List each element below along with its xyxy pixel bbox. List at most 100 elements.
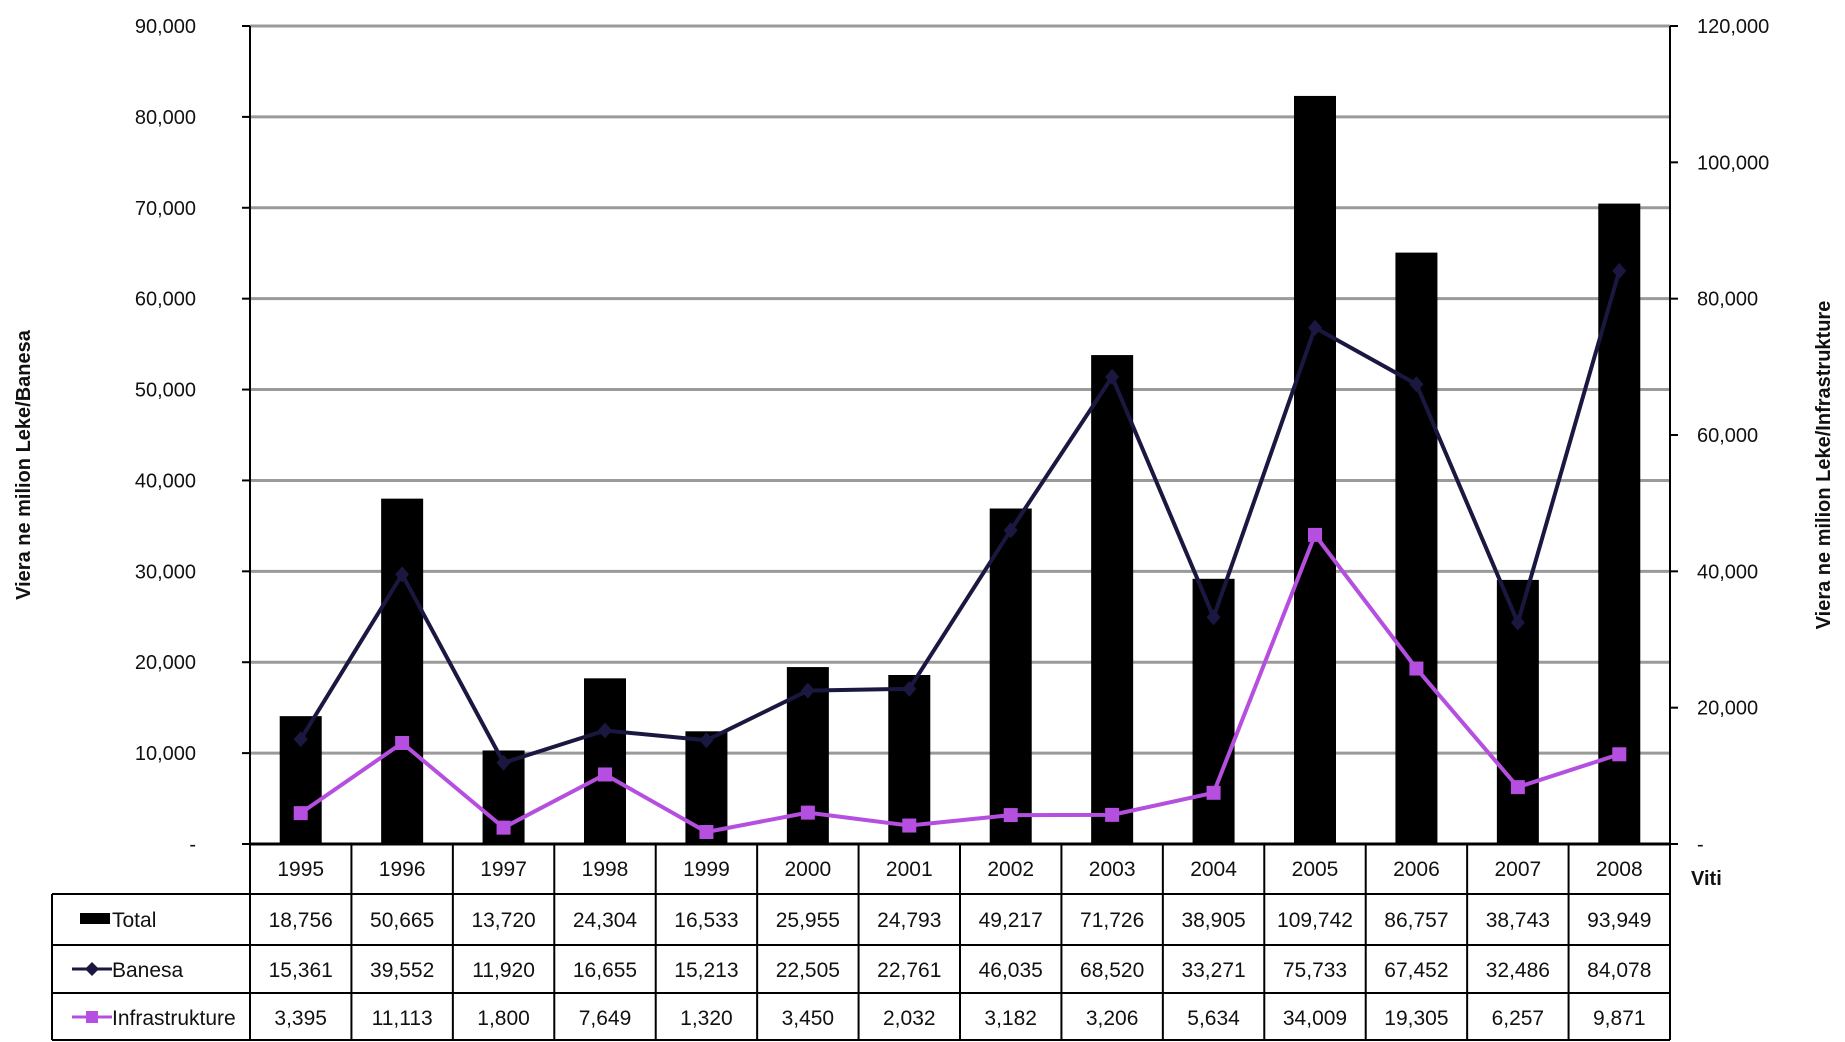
y-axis-right-label: Viera ne milion Leke/Infrastrukture — [1813, 301, 1835, 630]
y-left-tick-label: 80,000 — [135, 107, 196, 129]
bar-total — [1294, 96, 1336, 844]
data-label-infrastrukture: 2,032 — [883, 1007, 936, 1030]
x-tick-label: 2002 — [987, 858, 1034, 881]
y-right-tick-label: 80,000 — [1697, 289, 1758, 311]
legend-label-infrastrukture: Infrastrukture — [112, 1007, 236, 1030]
x-tick-label: 2005 — [1292, 858, 1339, 881]
x-tick-label: 2007 — [1494, 858, 1541, 881]
y-left-tick-label: 90,000 — [135, 16, 196, 38]
data-label-total: 86,757 — [1384, 909, 1448, 932]
data-label-total: 24,793 — [877, 909, 941, 932]
data-label-total: 38,905 — [1181, 909, 1245, 932]
x-tick-label: 2004 — [1190, 858, 1237, 881]
x-tick-label: 1998 — [582, 858, 629, 881]
point-infrastrukture — [395, 736, 409, 750]
data-label-total: 16,533 — [674, 909, 738, 932]
data-label-infrastrukture: 3,450 — [782, 1007, 835, 1030]
point-infrastrukture — [801, 806, 815, 820]
x-axis-label: Viti — [1691, 868, 1722, 890]
data-label-infrastrukture: 3,182 — [984, 1007, 1037, 1030]
data-label-total: 109,742 — [1277, 909, 1353, 932]
x-tick-label: 1999 — [683, 858, 730, 881]
y-left-tick-label: 70,000 — [135, 198, 196, 220]
data-label-infrastrukture: 1,800 — [477, 1007, 530, 1030]
legend-label-total: Total — [112, 909, 156, 932]
x-tick-label: 2003 — [1089, 858, 1136, 881]
y-left-tick-label: 20,000 — [135, 652, 196, 674]
legend-key-total — [80, 913, 110, 924]
y-right-tick-label: 60,000 — [1697, 425, 1758, 447]
x-tick-label: 1996 — [379, 858, 426, 881]
data-label-infrastrukture: 5,634 — [1187, 1007, 1240, 1030]
data-label-banesa: 68,520 — [1080, 959, 1144, 982]
y-left-tick-label: 30,000 — [135, 561, 196, 583]
data-label-total: 25,955 — [776, 909, 840, 932]
data-label-banesa: 15,213 — [674, 959, 738, 982]
point-infrastrukture — [598, 767, 612, 781]
y-right-tick-label: 120,000 — [1697, 16, 1769, 38]
y-axis-left-label: Viera ne milion Leke/Banesa — [13, 329, 35, 600]
data-label-infrastrukture: 1,320 — [680, 1007, 733, 1030]
data-label-banesa: 11,920 — [472, 959, 535, 982]
bar-total — [1091, 355, 1133, 844]
data-label-infrastrukture: 6,257 — [1492, 1007, 1545, 1030]
data-label-infrastrukture: 19,305 — [1384, 1007, 1448, 1030]
data-label-total: 24,304 — [573, 909, 638, 932]
y-left-tick-label: 40,000 — [135, 470, 196, 492]
data-label-banesa: 22,505 — [776, 959, 840, 982]
y-right-tick-label: 100,000 — [1697, 152, 1769, 174]
data-label-infrastrukture: 11,113 — [372, 1007, 433, 1030]
bar-total — [990, 509, 1032, 844]
x-tick-label: 2006 — [1393, 858, 1440, 881]
data-label-total: 38,743 — [1486, 909, 1550, 932]
y-left-tick-label: - — [189, 834, 196, 856]
x-tick-label: 2000 — [784, 858, 831, 881]
data-label-infrastrukture: 3,206 — [1086, 1007, 1139, 1030]
point-infrastrukture — [1409, 662, 1423, 676]
legend-label-banesa: Banesa — [112, 959, 184, 982]
point-infrastrukture — [699, 825, 713, 839]
point-infrastrukture — [497, 821, 511, 835]
y-left-tick-label: 10,000 — [135, 743, 196, 765]
x-tick-label: 1997 — [480, 858, 527, 881]
bar-total — [584, 678, 626, 844]
point-infrastrukture — [902, 819, 916, 833]
point-infrastrukture — [1105, 808, 1119, 822]
y-left-tick-label: 60,000 — [135, 289, 196, 311]
bar-total — [381, 499, 423, 844]
data-label-banesa: 75,733 — [1283, 959, 1347, 982]
point-infrastrukture — [294, 806, 308, 820]
point-infrastrukture — [1511, 780, 1525, 794]
data-label-infrastrukture: 34,009 — [1283, 1007, 1347, 1030]
data-label-banesa: 39,552 — [370, 959, 434, 982]
data-label-banesa: 22,761 — [877, 959, 941, 982]
data-label-total: 71,726 — [1080, 909, 1144, 932]
x-tick-label: 1995 — [277, 858, 324, 881]
data-label-total: 13,720 — [471, 909, 535, 932]
data-label-total: 93,949 — [1587, 909, 1651, 932]
data-label-infrastrukture: 3,395 — [274, 1007, 327, 1030]
point-infrastrukture — [1612, 747, 1626, 761]
bar-total — [1395, 253, 1437, 844]
data-label-infrastrukture: 7,649 — [579, 1007, 632, 1030]
y-right-tick-label: 20,000 — [1697, 698, 1758, 720]
y-right-tick-label: 40,000 — [1697, 561, 1758, 583]
data-label-banesa: 15,361 — [269, 959, 333, 982]
legend-marker-infrastrukture — [86, 1011, 98, 1023]
x-tick-label: 2008 — [1596, 858, 1643, 881]
data-label-banesa: 84,078 — [1587, 959, 1651, 982]
y-left-tick-label: 50,000 — [135, 380, 196, 402]
data-label-banesa: 16,655 — [573, 959, 637, 982]
data-label-total: 49,217 — [979, 909, 1043, 932]
data-label-banesa: 46,035 — [979, 959, 1043, 982]
point-infrastrukture — [1207, 786, 1221, 800]
point-infrastrukture — [1308, 528, 1322, 542]
x-tick-label: 2001 — [886, 858, 933, 881]
data-label-infrastrukture: 9,871 — [1593, 1007, 1646, 1030]
data-label-banesa: 67,452 — [1384, 959, 1448, 982]
point-infrastrukture — [1004, 808, 1018, 822]
data-label-banesa: 32,486 — [1486, 959, 1550, 982]
data-label-total: 50,665 — [370, 909, 434, 932]
y-right-tick-label: - — [1697, 834, 1704, 856]
